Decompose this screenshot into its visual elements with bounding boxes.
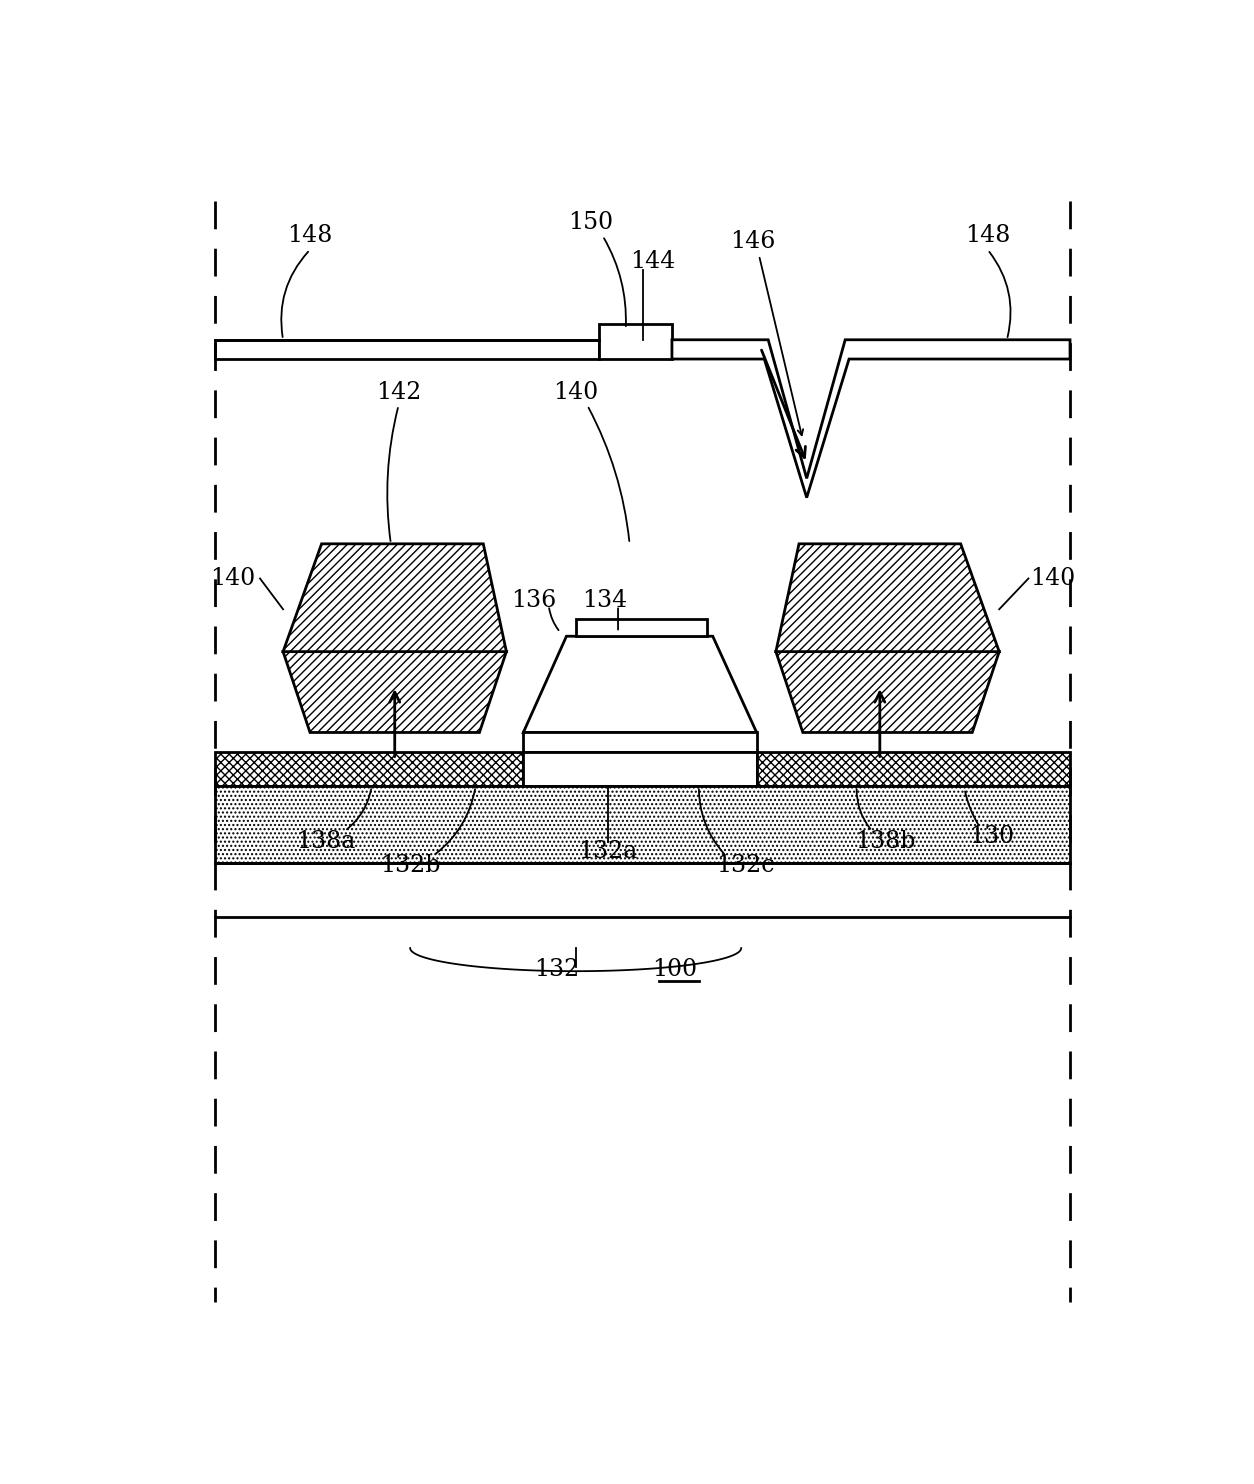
Bar (523, 752, 756, 787)
Polygon shape (776, 651, 999, 733)
Text: 144: 144 (630, 249, 676, 273)
Polygon shape (283, 543, 507, 651)
Text: 148: 148 (287, 224, 332, 248)
Text: 140: 140 (211, 567, 256, 591)
Bar (216, 340, 599, 359)
Text: 146: 146 (730, 230, 775, 252)
Text: 100: 100 (652, 959, 697, 981)
Text: 136: 136 (510, 589, 556, 611)
Polygon shape (283, 651, 507, 733)
Bar (216, 752, 523, 787)
Text: 150: 150 (568, 211, 613, 234)
Text: 134: 134 (582, 589, 627, 611)
Polygon shape (523, 637, 756, 733)
Polygon shape (672, 340, 1070, 497)
Bar (598, 325, 672, 359)
Bar (756, 752, 1070, 787)
Text: 130: 130 (969, 825, 1014, 847)
Text: 132: 132 (534, 959, 579, 981)
Text: 132b: 132b (380, 855, 440, 877)
Text: 142: 142 (376, 380, 421, 404)
Bar (523, 733, 756, 752)
Text: 138b: 138b (855, 831, 915, 853)
Text: 140: 140 (1031, 567, 1076, 591)
Text: 132c: 132c (716, 855, 774, 877)
Bar (216, 787, 1070, 864)
Text: 140: 140 (553, 380, 598, 404)
Text: 132a: 132a (578, 840, 637, 864)
Bar (576, 619, 706, 637)
Text: 148: 148 (964, 224, 1011, 248)
Polygon shape (776, 543, 999, 651)
Text: 138a: 138a (296, 831, 355, 853)
